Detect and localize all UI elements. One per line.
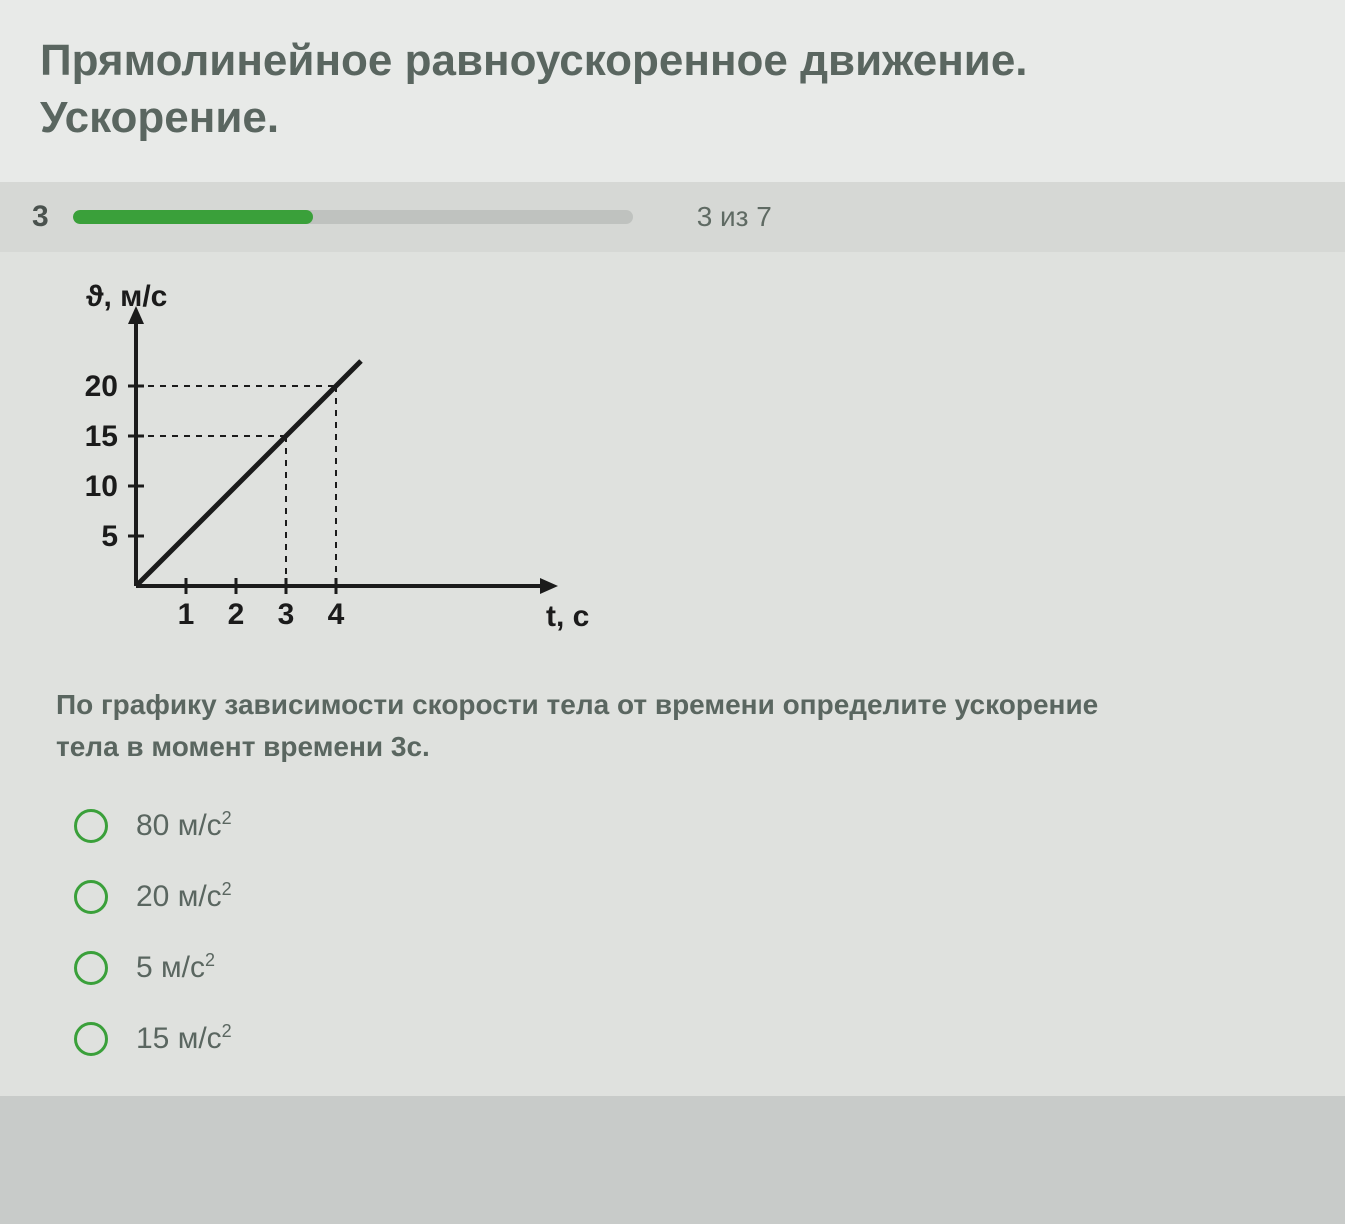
radio-icon[interactable] — [74, 1022, 108, 1056]
option-2[interactable]: 5 м/с2 — [74, 950, 1289, 985]
option-label: 5 м/с2 — [136, 950, 215, 985]
svg-text:20: 20 — [85, 370, 118, 403]
title-line-1: Прямолинейное равноускоренное движение. — [40, 36, 1028, 85]
question-content: ϑ, м/с 5 10 15 20 1234 t, с По графику зависим… — [0, 252, 1345, 1096]
page-header: Прямолинейное равноускоренное движение. … — [0, 0, 1345, 182]
svg-text:3: 3 — [278, 598, 295, 631]
svg-text:t, с: t, с — [546, 600, 589, 633]
svg-text:2: 2 — [228, 598, 245, 631]
option-label: 80 м/с2 — [136, 808, 232, 843]
svg-text:10: 10 — [85, 470, 118, 503]
option-1[interactable]: 20 м/с2 — [74, 879, 1289, 914]
svg-text:5: 5 — [101, 520, 118, 553]
question-text: По графику зависимости скорости тела от … — [56, 684, 1289, 768]
option-label: 15 м/с2 — [136, 1021, 232, 1056]
svg-text:ϑ, м/с: ϑ, м/с — [86, 280, 167, 313]
progress-text: 3 из 7 — [697, 201, 772, 233]
svg-text:15: 15 — [85, 420, 118, 453]
question-line-2: тела в момент времени 3с. — [56, 731, 430, 762]
radio-icon[interactable] — [74, 809, 108, 843]
question-number: 3 — [32, 200, 49, 234]
progress-fill — [73, 210, 314, 224]
options-list: 80 м/с2 20 м/с2 5 м/с2 15 м/с2 — [56, 808, 1289, 1056]
title-line-2: Ускорение. — [40, 93, 279, 142]
radio-icon[interactable] — [74, 880, 108, 914]
option-label: 20 м/с2 — [136, 879, 232, 914]
progress-track — [73, 210, 633, 224]
velocity-chart: ϑ, м/с 5 10 15 20 1234 t, с — [56, 276, 1289, 656]
radio-icon[interactable] — [74, 951, 108, 985]
progress-section: 3 3 из 7 — [0, 182, 1345, 252]
svg-text:1: 1 — [178, 598, 195, 631]
svg-text:4: 4 — [328, 598, 345, 631]
question-line-1: По графику зависимости скорости тела от … — [56, 689, 1098, 720]
chart-svg: ϑ, м/с 5 10 15 20 1234 t, с — [56, 276, 616, 656]
option-0[interactable]: 80 м/с2 — [74, 808, 1289, 843]
option-3[interactable]: 15 м/с2 — [74, 1021, 1289, 1056]
page-title: Прямолинейное равноускоренное движение. … — [40, 32, 1305, 146]
